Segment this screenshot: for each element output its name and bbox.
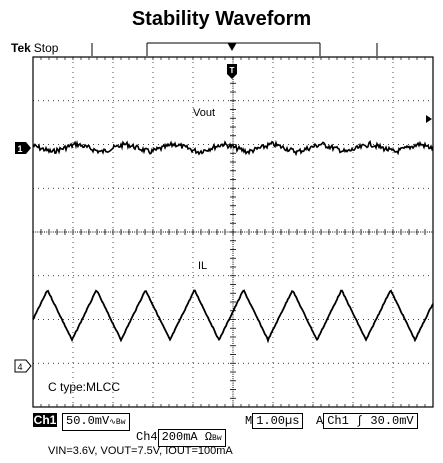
il-label: IL xyxy=(198,260,208,272)
trigger-marker-label: T xyxy=(230,66,235,75)
ch1-scale-value: 50.0mV∿Bw xyxy=(62,413,130,431)
test-conditions: VIN=3.6V, VOUT=7.5V, IOUT=100mA xyxy=(48,445,233,457)
ch1-scale: 50.0mV∿Bw xyxy=(62,413,130,431)
vout-trace xyxy=(32,140,434,157)
top-ruler xyxy=(91,42,378,56)
graticule xyxy=(32,56,434,408)
acquisition-state: Stop xyxy=(33,41,59,55)
trigger-value: Ch1 ∫ 30.0mV xyxy=(323,413,418,429)
trigger-marker-icon: T xyxy=(227,64,237,79)
capacitor-type-note: C type:MLCC xyxy=(48,380,121,394)
ch4-scale: Ch4 200mA ΩBw xyxy=(136,429,226,447)
trigger-level-arrow-icon xyxy=(426,115,432,123)
ch4-ground-marker-icon: 4 xyxy=(14,359,32,373)
trigger-readout: A Ch1 ∫ 30.0mV xyxy=(316,413,418,429)
brand-label: Tek xyxy=(11,41,31,55)
vout-label: Vout xyxy=(193,107,216,119)
ch4-scale-value: 200mA ΩBw xyxy=(157,429,226,447)
ch4-marker-label: 4 xyxy=(17,362,22,372)
il-trace xyxy=(32,289,434,344)
timebase: M 1.00µs xyxy=(245,413,304,429)
chart-title: Stability Waveform xyxy=(131,8,312,30)
scope-brand: Tek Stop xyxy=(11,41,58,55)
ch1-marker-label: 1 xyxy=(17,144,22,154)
timebase-value: 1.00µs xyxy=(252,413,304,429)
ch1-ground-marker-icon: 1 xyxy=(15,142,31,154)
ch1-tag: Ch1 xyxy=(33,413,57,427)
